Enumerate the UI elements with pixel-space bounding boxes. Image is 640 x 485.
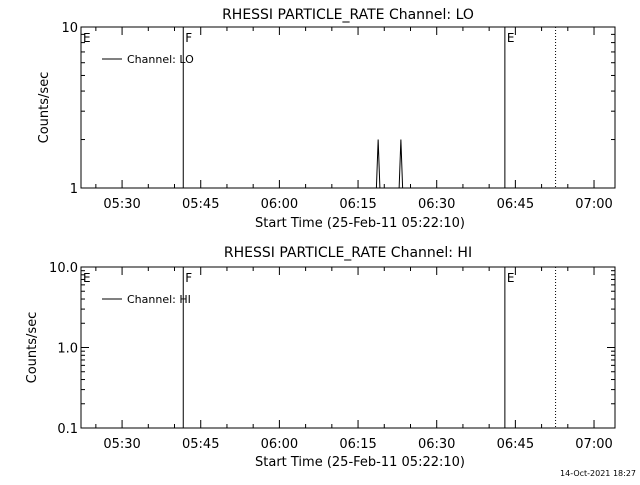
x-tick-label: 05:45 (182, 197, 219, 212)
y-tick-label: 0.1 (57, 422, 78, 437)
plot-frame (80, 266, 616, 429)
x-tick-label: 07:00 (575, 197, 612, 212)
x-tick-label: 06:00 (261, 197, 298, 212)
legend-label: Channel: LO (127, 53, 194, 66)
marker-label: E (507, 271, 515, 285)
marker-label: E (83, 31, 91, 45)
x-tick-label: 06:00 (261, 437, 298, 452)
x-axis-label: Start Time (25-Feb-11 05:22:10) (255, 216, 465, 231)
footer-timestamp: 14-Oct-2021 18:27 (560, 469, 636, 478)
legend-label: Channel: HI (127, 293, 191, 306)
y-tick-label: 10 (61, 21, 78, 36)
marker-label: F (185, 271, 192, 285)
series-line (374, 139, 405, 189)
marker-label: E (83, 271, 91, 285)
chart-title: RHESSI PARTICLE_RATE Channel: HI (224, 245, 472, 261)
y-tick-label: 1 (70, 182, 78, 197)
x-tick-label: 06:45 (497, 437, 534, 452)
plot-frame (80, 26, 616, 189)
x-tick-label: 05:30 (103, 197, 140, 212)
marker-label: E (507, 31, 515, 45)
x-tick-label: 06:30 (418, 197, 455, 212)
y-axis-label: Counts/sec (25, 312, 40, 384)
x-tick-label: 06:15 (339, 437, 376, 452)
x-tick-label: 05:45 (182, 437, 219, 452)
y-axis-label: Counts/sec (37, 72, 52, 144)
x-tick-label: 06:15 (339, 197, 376, 212)
x-tick-label: 06:45 (497, 197, 534, 212)
y-tick-label: 10.0 (49, 261, 78, 276)
chart-title: RHESSI PARTICLE_RATE Channel: LO (222, 7, 474, 23)
x-axis-label: Start Time (25-Feb-11 05:22:10) (255, 455, 465, 470)
marker-label: F (185, 31, 192, 45)
x-tick-label: 06:30 (418, 437, 455, 452)
y-tick-label: 1.0 (57, 342, 78, 357)
x-tick-label: 05:30 (103, 437, 140, 452)
x-tick-label: 07:00 (575, 437, 612, 452)
